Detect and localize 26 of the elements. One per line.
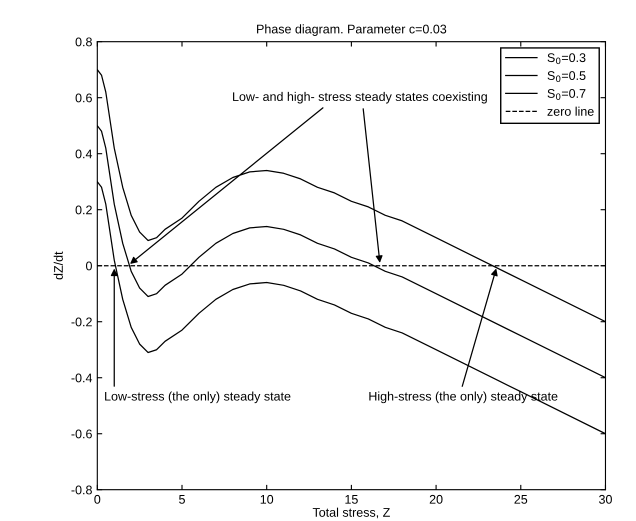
annotation: High-stress (the only) steady state <box>369 392 558 404</box>
legend-label: S$_{0}$=0.3 <box>548 53 586 64</box>
x-tick-label: 30 <box>598 494 612 504</box>
y-tick-label: -0.8 <box>71 486 92 494</box>
y-axis-title: dZ/dt <box>54 252 63 280</box>
x-tick-label: 0 <box>94 494 100 504</box>
y-tick-label: 0.4 <box>76 149 92 158</box>
x-axis-title: Total stress, Z <box>312 508 390 518</box>
annotation: Low-stress (the only) steady state <box>105 392 290 404</box>
x-tick-label: 5 <box>179 495 185 504</box>
y-tick-label: -0.2 <box>71 318 92 326</box>
y-tick-label: -0.6 <box>71 430 92 438</box>
x-tick-label: 15 <box>345 495 358 504</box>
x-tick-label: 25 <box>514 494 528 504</box>
y-tick-label: -0.4 <box>71 374 92 382</box>
legend-label: S$_{0}$=0.7 <box>548 89 586 100</box>
x-tick-label: 10 <box>260 494 274 504</box>
y-tick-label: 0.6 <box>76 93 92 102</box>
legend-label: zero line <box>547 106 594 116</box>
annotation: Low- and high- stress steady states coexisting <box>233 92 487 104</box>
y-tick-label: 0 <box>86 262 92 270</box>
x-tick-label: 20 <box>430 494 443 504</box>
y-tick-label: 0.2 <box>76 206 92 214</box>
y-tick-label: 0.8 <box>76 37 92 46</box>
legend-label: S$_{0}$=0.5 <box>548 71 586 82</box>
chart-title: Phase diagram. Parameter c=0.03 <box>257 24 446 36</box>
